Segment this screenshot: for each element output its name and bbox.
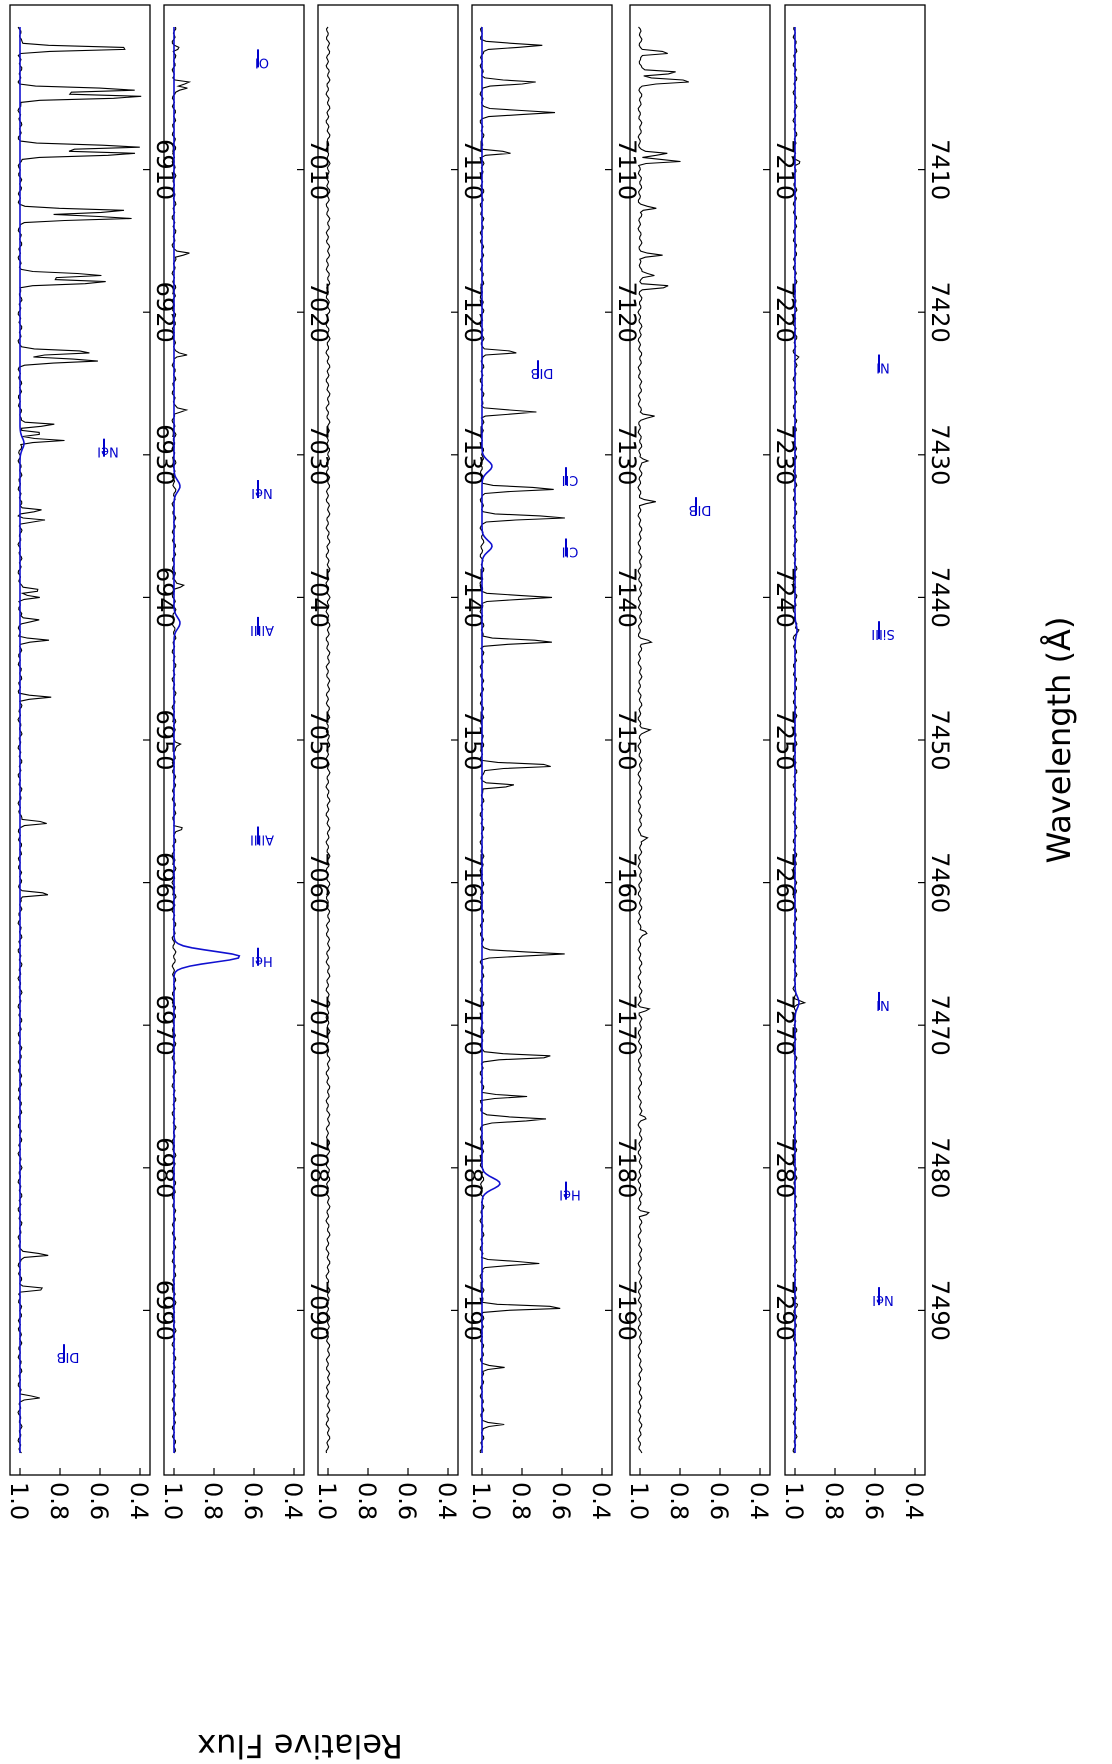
panel-frame-4 bbox=[471, 4, 613, 1476]
wavelength-tick-label: 7430 bbox=[926, 424, 954, 485]
wavelength-tick-label: 7410 bbox=[926, 139, 954, 200]
panel-frame-5 bbox=[629, 4, 771, 1476]
line-id-label: NeI bbox=[872, 1292, 894, 1307]
flux-tick-label: 0.4 bbox=[900, 1482, 928, 1520]
wavelength-tick-label: 7180 bbox=[613, 1137, 641, 1198]
observed-spectrum-1 bbox=[17, 26, 142, 1454]
panel-frame-3 bbox=[317, 4, 459, 1476]
flux-tick-label: 0.4 bbox=[745, 1482, 773, 1520]
line-id-label: NeI bbox=[251, 485, 273, 500]
wavelength-tick-label: 7010 bbox=[305, 139, 333, 200]
flux-tick-label: 0.8 bbox=[199, 1482, 227, 1520]
observed-spectrum-5 bbox=[637, 26, 689, 1454]
line-id-label: DIB bbox=[57, 1349, 80, 1364]
wavelength-tick-label: 7070 bbox=[305, 995, 333, 1056]
observed-spectrum-3 bbox=[325, 26, 331, 1454]
flux-tick-label: 0.6 bbox=[239, 1482, 267, 1520]
flux-tick-label: 0.4 bbox=[279, 1482, 307, 1520]
flux-tick-label: 0.4 bbox=[587, 1482, 615, 1520]
wavelength-tick-label: 7420 bbox=[926, 282, 954, 343]
wavelength-tick-label: 7480 bbox=[926, 1137, 954, 1198]
wavelength-tick-label: 7490 bbox=[926, 1280, 954, 1341]
flux-tick-label: 1.0 bbox=[159, 1482, 187, 1520]
wavelength-tick-label: 7110 bbox=[613, 139, 641, 200]
flux-tick-label: 0.4 bbox=[433, 1482, 461, 1520]
model-spectrum-6 bbox=[794, 27, 800, 1453]
flux-tick-label: 1.0 bbox=[5, 1482, 33, 1520]
line-id-label: CII bbox=[562, 543, 579, 558]
model-spectrum-4 bbox=[481, 27, 501, 1453]
line-id-label: AlIII bbox=[250, 832, 274, 847]
wavelength-tick-label: 7150 bbox=[613, 709, 641, 770]
wavelength-tick-label: 7040 bbox=[305, 567, 333, 628]
wavelength-tick-label: 7080 bbox=[305, 1137, 333, 1198]
y-axis-label: Relative Flux bbox=[197, 1727, 403, 1764]
flux-tick-label: 0.8 bbox=[507, 1482, 535, 1520]
observed-spectrum-4 bbox=[479, 26, 565, 1454]
line-id-label: DIB bbox=[689, 502, 712, 517]
line-id-label: CII bbox=[562, 472, 579, 487]
panel-frame-6 bbox=[784, 4, 926, 1476]
wavelength-tick-label: 7190 bbox=[613, 1280, 641, 1341]
wavelength-tick-label: 7140 bbox=[613, 567, 641, 628]
flux-tick-label: 1.0 bbox=[313, 1482, 341, 1520]
line-id-label: HeI bbox=[251, 953, 273, 968]
flux-tick-label: 1.0 bbox=[625, 1482, 653, 1520]
flux-tick-label: 0.8 bbox=[665, 1482, 693, 1520]
panel-frame-2 bbox=[163, 4, 305, 1476]
flux-tick-label: 0.6 bbox=[705, 1482, 733, 1520]
flux-tick-label: 1.0 bbox=[780, 1482, 808, 1520]
line-id-label: SiIII bbox=[871, 626, 894, 641]
flux-tick-label: 0.8 bbox=[820, 1482, 848, 1520]
flux-tick-label: 0.6 bbox=[547, 1482, 575, 1520]
x-axis-label: Wavelength (Å) bbox=[1040, 617, 1078, 864]
model-spectrum-1 bbox=[19, 27, 25, 1453]
wavelength-tick-label: 7450 bbox=[926, 709, 954, 770]
wavelength-tick-label: 7170 bbox=[613, 995, 641, 1056]
flux-tick-label: 0.6 bbox=[393, 1482, 421, 1520]
flux-tick-label: 0.6 bbox=[85, 1482, 113, 1520]
line-id-label: OI bbox=[255, 54, 269, 69]
wavelength-tick-label: 7470 bbox=[926, 995, 954, 1056]
line-id-label: NI bbox=[876, 360, 890, 375]
wavelength-tick-label: 7460 bbox=[926, 852, 954, 913]
panels-group: 1.0 0.8 0.6 0.46910692069306940695069606970… bbox=[5, 4, 954, 1520]
line-id-label: HeI bbox=[559, 1187, 581, 1202]
flux-tick-label: 0.4 bbox=[125, 1482, 153, 1520]
panel-frame-1 bbox=[9, 4, 151, 1476]
flux-tick-label: 1.0 bbox=[467, 1482, 495, 1520]
model-spectrum-2 bbox=[173, 27, 241, 1453]
wavelength-tick-label: 7120 bbox=[613, 282, 641, 343]
line-id-label: AlIII bbox=[250, 622, 274, 637]
flux-tick-label: 0.8 bbox=[353, 1482, 381, 1520]
flux-tick-label: 0.8 bbox=[45, 1482, 73, 1520]
wavelength-tick-label: 7130 bbox=[613, 424, 641, 485]
line-id-label: NI bbox=[876, 997, 890, 1012]
wavelength-tick-label: 7160 bbox=[613, 852, 641, 913]
flux-tick-label: 0.6 bbox=[860, 1482, 888, 1520]
line-id-label: DIB bbox=[531, 365, 554, 380]
wavelength-tick-label: 7440 bbox=[926, 567, 954, 628]
line-id-label: NeI bbox=[97, 444, 119, 459]
